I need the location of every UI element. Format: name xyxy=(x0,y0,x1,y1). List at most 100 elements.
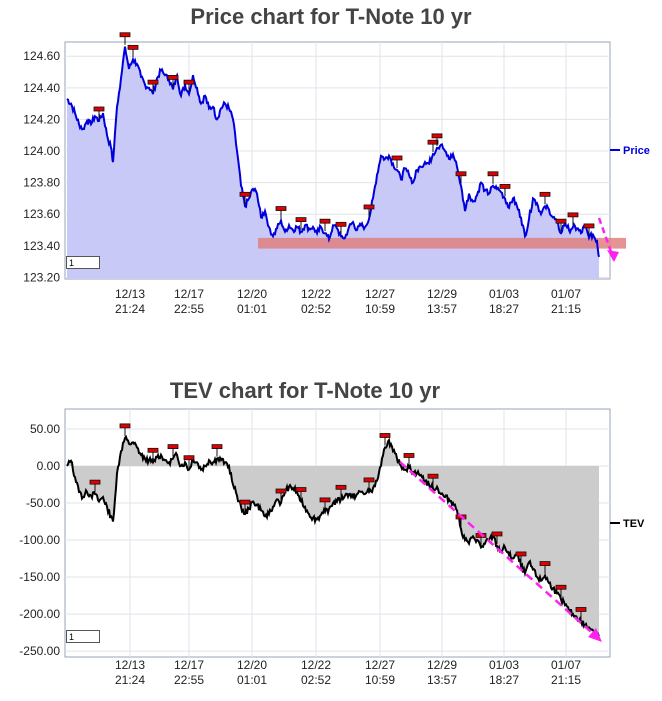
tev-y-tick-label: -250.00 xyxy=(19,644,60,658)
tev-step-input[interactable] xyxy=(66,630,100,643)
tev-marker-flag xyxy=(211,444,223,450)
price-marker-flag xyxy=(567,212,579,218)
price-x-tick-date: 01/07 xyxy=(551,287,581,301)
price-legend-label: Price xyxy=(623,145,650,157)
price-y-tick-label: 123.20 xyxy=(23,270,60,284)
tev-chart-title: TEV chart for T-Note 10 yr xyxy=(170,378,441,403)
price-x-tick-time: 21:15 xyxy=(551,302,581,316)
price-x-tick-time: 10:59 xyxy=(365,302,395,316)
tev-y-tick-label: 50.00 xyxy=(30,422,60,436)
price-y-tick-label: 124.00 xyxy=(23,144,60,158)
price-x-tick-time: 13:57 xyxy=(427,302,457,316)
price-marker-flag xyxy=(93,106,105,112)
tev-marker-flag xyxy=(555,584,567,590)
price-x-tick-time: 01:01 xyxy=(237,302,267,316)
tev-x-tick-time: 21:15 xyxy=(551,673,581,687)
tev-y-tick-label: 0.00 xyxy=(37,459,61,473)
tev-marker-flag xyxy=(239,499,251,505)
tev-marker-flag xyxy=(147,447,159,453)
price-chart-title: Price chart for T-Note 10 yr xyxy=(190,4,472,29)
price-x-tick-date: 12/13 xyxy=(115,287,145,301)
price-marker-flag xyxy=(427,139,439,145)
price-y-tick-label: 123.40 xyxy=(23,239,60,253)
price-x-tick-date: 01/03 xyxy=(489,287,519,301)
tev-marker-flag xyxy=(491,531,503,537)
tev-marker-flag xyxy=(167,444,179,450)
price-marker-flag xyxy=(335,221,347,227)
tev-marker-flag xyxy=(319,497,331,503)
tev-area xyxy=(67,436,599,638)
tev-marker-flag xyxy=(539,561,551,566)
price-x-tick-date: 12/20 xyxy=(237,287,267,301)
tev-y-tick-label: -50.00 xyxy=(26,496,60,510)
tev-legend-label: TEV xyxy=(623,518,645,530)
price-marker-flag xyxy=(319,218,331,224)
tev-trend-arrow xyxy=(399,461,599,639)
tev-x-tick-date: 12/27 xyxy=(365,658,395,672)
price-y-tick-label: 123.80 xyxy=(23,176,60,190)
price-area xyxy=(67,46,599,280)
price-marker-flag xyxy=(431,133,443,139)
tev-x-tick-date: 01/07 xyxy=(551,658,581,672)
price-marker-flag xyxy=(119,32,131,38)
tev-x-tick-date: 12/22 xyxy=(301,658,331,672)
tev-y-tick-label: -200.00 xyxy=(19,607,60,621)
tev-marker-flag xyxy=(575,607,587,612)
price-chart: Price chart for T-Note 10 yr 124.60 124.4… xyxy=(23,4,650,316)
price-marker-flag xyxy=(239,191,251,197)
tev-x-tick-time: 01:01 xyxy=(237,673,267,687)
price-y-tick-label: 124.20 xyxy=(23,112,60,126)
price-marker-flag xyxy=(391,155,403,161)
price-marker-flag xyxy=(295,217,307,223)
price-step-input[interactable] xyxy=(66,256,100,269)
price-y-tick-label: 124.40 xyxy=(23,81,60,95)
tev-marker-flag xyxy=(335,484,347,490)
price-line xyxy=(66,46,600,258)
tev-y-tick-label: -100.00 xyxy=(19,533,60,547)
price-x-tick-date: 12/29 xyxy=(427,287,457,301)
tev-marker-flag xyxy=(403,453,415,458)
price-trend-arrowhead xyxy=(607,250,619,262)
tev-x-tick-time: 21:24 xyxy=(115,673,145,687)
tev-chart: TEV chart for T-Note 10 yr 50.00 0.00 -50.… xyxy=(19,378,645,687)
price-x-tick-time: 18:27 xyxy=(489,302,519,316)
tev-x-tick-date: 12/13 xyxy=(115,658,145,672)
price-trend-arrow xyxy=(597,217,616,261)
tev-x-tick-time: 18:27 xyxy=(489,673,519,687)
price-y-ticks: 124.60 124.40 124.20 124.00 123.80 123.60 123.… xyxy=(23,49,60,284)
price-marker-flag xyxy=(275,206,287,211)
tev-marker-flag xyxy=(89,479,101,485)
tev-x-tick-date: 12/29 xyxy=(427,658,457,672)
price-x-tick-time: 22:55 xyxy=(174,302,204,316)
tev-marker-flag xyxy=(295,487,307,492)
price-marker-flag xyxy=(167,75,179,80)
tev-y-tick-label: -150.00 xyxy=(19,570,60,584)
price-marker-flag xyxy=(455,171,467,177)
price-x-tick-date: 12/27 xyxy=(365,287,395,301)
price-x-tick-date: 12/17 xyxy=(174,287,204,301)
price-marker-flag xyxy=(147,79,159,85)
tev-x-tick-time: 13:57 xyxy=(427,673,457,687)
tev-marker-flag xyxy=(119,423,131,429)
price-marker-flag xyxy=(555,218,567,224)
tev-x-tick-date: 12/17 xyxy=(174,658,204,672)
price-y-tick-label: 123.60 xyxy=(23,207,60,221)
tev-marker-flag xyxy=(275,488,287,494)
price-marker-flag xyxy=(539,191,551,197)
tev-x-tick-date: 12/20 xyxy=(237,658,267,672)
price-x-tick-time: 02:52 xyxy=(301,302,331,316)
tev-y-ticks: 50.00 0.00 -50.00 -100.00 -150.00 -200.00 -250… xyxy=(19,422,60,658)
tev-marker-flag xyxy=(427,473,439,479)
tev-marker-flag xyxy=(183,455,195,461)
tev-trend-arrowhead xyxy=(588,628,602,642)
price-marker-flag xyxy=(487,171,499,177)
tev-x-tick-time: 02:52 xyxy=(301,673,331,687)
price-marker-flag xyxy=(127,44,139,50)
price-marker-flag xyxy=(583,223,595,229)
price-x-tick-time: 21:24 xyxy=(115,302,145,316)
price-marker-flag xyxy=(499,184,511,189)
